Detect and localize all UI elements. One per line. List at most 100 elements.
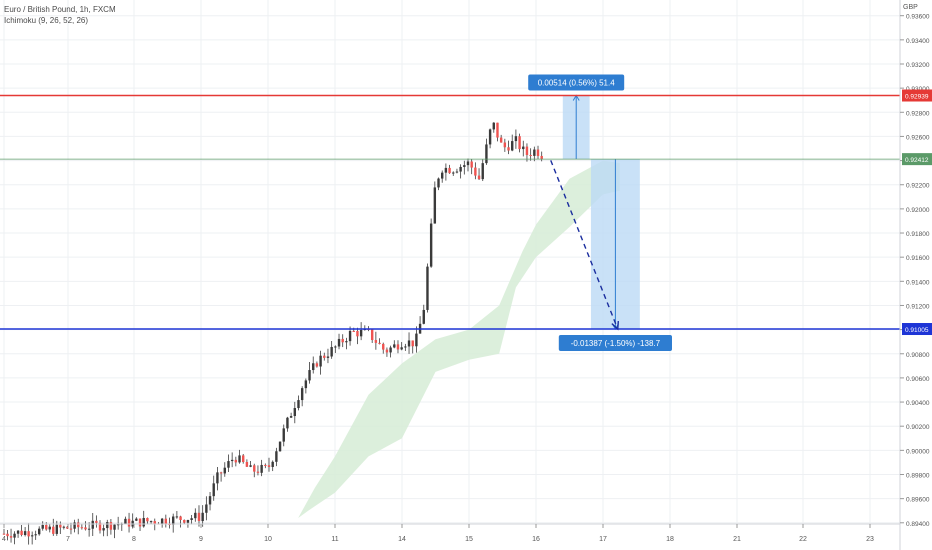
price-marker-bg [902,323,932,336]
candle-body [282,428,285,442]
time-tick-label: 4 [2,536,6,543]
candle [95,515,98,528]
candle-body [230,459,234,462]
candle-body [98,522,102,531]
candle [84,521,87,531]
candle [518,133,521,153]
candle [385,347,389,357]
price-tick-label: 0.92200 [906,183,930,190]
candle-body [219,472,223,474]
candle-body [62,526,66,528]
candle-body [116,524,120,526]
candle [429,218,433,268]
candle-body [253,465,256,472]
candle-body [238,455,241,463]
candle-body [109,522,113,530]
candle-body [216,472,219,484]
candle [271,460,274,472]
candle-body [87,528,91,530]
candle-body [411,340,414,347]
price-tick-label: 0.90000 [906,448,930,455]
candle [334,345,337,353]
time-tick-label: 10 [264,536,272,543]
time-tick-label: 16 [532,536,540,543]
candle-body [249,465,252,467]
candle [315,361,319,368]
candle-body [407,340,411,347]
candle-body [529,154,532,156]
candle [253,463,256,478]
candle [41,521,44,531]
candle [175,511,179,519]
candle-body [52,526,55,534]
ichimoku-cloud [298,160,620,518]
candle [30,531,34,545]
candle-body [330,346,333,357]
candle [113,523,116,539]
candle-body [179,516,182,521]
candle [359,322,363,341]
candle [448,164,451,174]
candle-body [466,161,470,166]
indicator-label: Ichimoku (9, 26, 52, 26) [4,16,89,25]
time-tick-label: 18 [666,536,674,543]
candle-body [160,518,164,525]
candle-body [135,518,138,521]
candle [289,412,293,418]
candle [190,515,193,525]
candle [80,523,84,530]
candle-body [507,147,510,151]
candle-body [533,149,536,156]
candle-body [264,464,267,466]
candle [20,525,23,537]
candle [16,530,20,538]
candle [492,122,495,133]
candle [374,331,378,350]
candle-body [459,166,462,172]
candle-body [348,330,352,342]
candle-body [2,533,6,535]
candle [455,168,459,174]
candle-body [201,512,204,522]
projection-arrow [550,160,619,330]
candle [249,460,252,468]
candle-body [385,349,389,353]
candle-body [34,534,37,536]
candle [69,522,73,535]
candle [485,138,488,165]
candle-body [334,346,337,348]
candle-body [488,129,492,145]
candle-body [474,167,477,176]
candle [146,517,149,524]
candle-body [433,187,437,224]
candle [278,441,282,452]
candle-body [352,330,355,332]
price-tick-label: 0.92600 [906,134,930,141]
candle-body [171,516,175,525]
candle [389,345,392,358]
candle [256,465,260,476]
candle-body [9,536,13,538]
candle-body [382,343,385,350]
candle-body [444,167,448,173]
candle [300,386,304,407]
candle-body [106,522,109,529]
candle-body [370,329,374,341]
candle [2,528,6,535]
candle [378,338,381,345]
candle [529,148,532,161]
candle-body [337,338,341,347]
time-tick-label: 11 [331,536,338,543]
candle [393,340,396,349]
price-tick-label: 0.92800 [906,110,930,117]
candle-body [227,461,230,468]
candle [323,352,326,361]
candle-body [55,524,58,534]
time-tick-label: 9 [199,536,203,543]
candle [370,328,374,343]
candle-body [374,340,378,343]
price-tick-label: 0.92000 [906,207,930,214]
candle [227,454,230,472]
candle [466,158,470,172]
